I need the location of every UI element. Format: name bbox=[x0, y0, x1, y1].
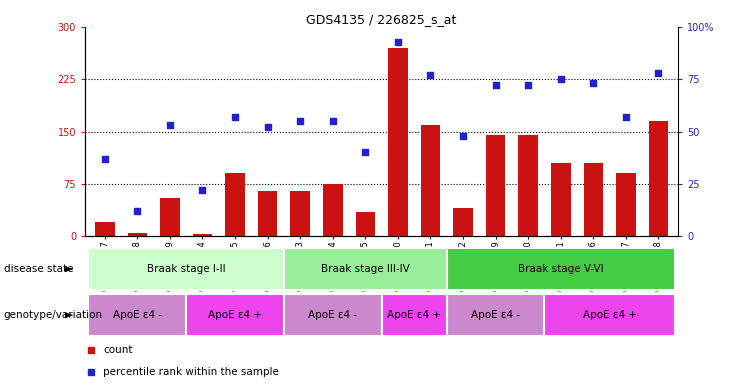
Bar bbox=[284, 248, 447, 290]
Point bbox=[196, 187, 208, 193]
Point bbox=[294, 118, 306, 124]
Point bbox=[490, 83, 502, 89]
Point bbox=[457, 132, 469, 139]
Text: count: count bbox=[103, 345, 133, 355]
Point bbox=[262, 124, 273, 131]
Point bbox=[425, 72, 436, 78]
Text: ApoE ε4 +: ApoE ε4 + bbox=[208, 310, 262, 320]
Point bbox=[359, 149, 371, 156]
Bar bbox=[88, 248, 284, 290]
Point bbox=[555, 76, 567, 82]
Text: genotype/variation: genotype/variation bbox=[4, 310, 103, 320]
Title: GDS4135 / 226825_s_at: GDS4135 / 226825_s_at bbox=[307, 13, 456, 26]
Bar bbox=[584, 163, 603, 236]
Bar bbox=[88, 294, 186, 336]
Text: Braak stage III-IV: Braak stage III-IV bbox=[321, 264, 410, 274]
Bar bbox=[421, 124, 440, 236]
Bar bbox=[545, 294, 675, 336]
Point bbox=[327, 118, 339, 124]
Point bbox=[229, 114, 241, 120]
Text: percentile rank within the sample: percentile rank within the sample bbox=[103, 367, 279, 377]
Text: ApoE ε4 +: ApoE ε4 + bbox=[388, 310, 441, 320]
Bar bbox=[551, 163, 571, 236]
Text: ApoE ε4 +: ApoE ε4 + bbox=[582, 310, 637, 320]
Bar bbox=[186, 294, 284, 336]
Bar bbox=[225, 174, 245, 236]
Bar bbox=[519, 135, 538, 236]
Bar bbox=[95, 222, 115, 236]
Bar bbox=[323, 184, 342, 236]
Bar bbox=[382, 294, 447, 336]
Bar bbox=[616, 174, 636, 236]
Bar bbox=[258, 191, 277, 236]
Bar bbox=[648, 121, 668, 236]
Point bbox=[620, 114, 632, 120]
Bar bbox=[447, 248, 675, 290]
Bar bbox=[356, 212, 375, 236]
Text: disease state: disease state bbox=[4, 264, 73, 274]
Bar bbox=[447, 294, 545, 336]
Point bbox=[99, 156, 110, 162]
Bar bbox=[284, 294, 382, 336]
Point bbox=[522, 83, 534, 89]
Point bbox=[131, 208, 143, 214]
Bar bbox=[127, 233, 147, 236]
Point bbox=[164, 122, 176, 128]
Text: Braak stage I-II: Braak stage I-II bbox=[147, 264, 225, 274]
Point bbox=[392, 38, 404, 45]
Text: ►: ► bbox=[65, 264, 73, 274]
Bar bbox=[290, 191, 310, 236]
Text: ApoE ε4 -: ApoE ε4 - bbox=[113, 310, 162, 320]
Bar bbox=[160, 198, 179, 236]
Text: ApoE ε4 -: ApoE ε4 - bbox=[308, 310, 357, 320]
Text: ►: ► bbox=[65, 310, 73, 320]
Point bbox=[653, 70, 665, 76]
Bar bbox=[193, 234, 212, 236]
Text: ApoE ε4 -: ApoE ε4 - bbox=[471, 310, 520, 320]
Bar bbox=[486, 135, 505, 236]
Bar bbox=[388, 48, 408, 236]
Point bbox=[588, 80, 599, 86]
Text: Braak stage V-VI: Braak stage V-VI bbox=[518, 264, 604, 274]
Bar bbox=[453, 208, 473, 236]
